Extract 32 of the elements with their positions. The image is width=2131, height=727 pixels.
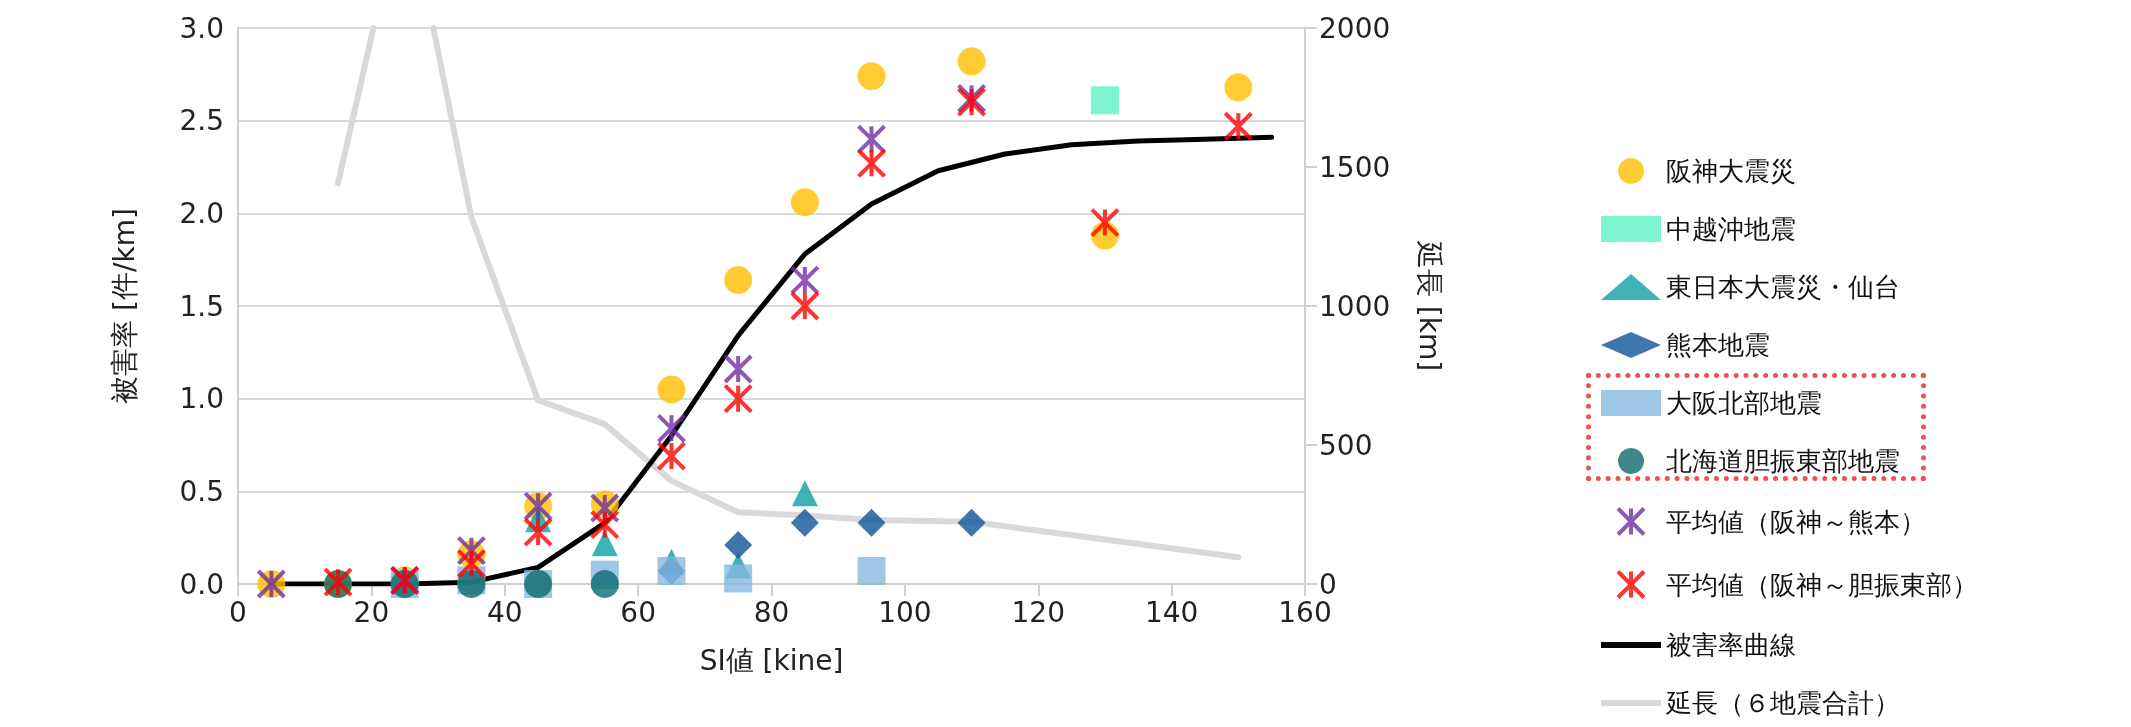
- x-tick-label: 20: [353, 595, 390, 629]
- x-tick-label: 40: [486, 595, 523, 629]
- y-tick-label: 2.5: [179, 104, 224, 138]
- y-tick-label: 0.5: [179, 474, 224, 508]
- y-tick-label: 0.0: [179, 567, 224, 601]
- x-tick-label: 60: [620, 595, 656, 629]
- legend-label: 平均値（阪神～熊本）: [1666, 506, 1926, 537]
- legend-label: 被害率曲線: [1666, 630, 1796, 660]
- legend-label: 阪神大震災: [1666, 156, 1796, 186]
- legend-label: 平均値（阪神～胆振東部）: [1666, 569, 1978, 600]
- x-tick-label: 140: [1144, 595, 1199, 629]
- x-axis-title: SI値 [kine]: [699, 643, 844, 677]
- y2-tick-label: 2000: [1319, 11, 1391, 45]
- legend-label: 熊本地震: [1666, 330, 1770, 360]
- x-tick-label: 80: [753, 595, 790, 629]
- legend-label: 北海道胆振東部地震: [1666, 446, 1900, 476]
- y-tick-label: 2.0: [179, 196, 224, 230]
- y2-tick-label: 500: [1319, 428, 1373, 462]
- y-tick-label: 3.0: [179, 11, 224, 45]
- y-tick-label: 1.5: [179, 289, 224, 323]
- y-tick-label: 1.0: [179, 382, 224, 416]
- legend-label: 延長（６地震合計）: [1665, 688, 1900, 718]
- legend-label: 大阪北部地震: [1666, 388, 1822, 418]
- legend-label: 中越沖地震: [1666, 214, 1796, 244]
- x-tick-label: 0: [229, 595, 247, 629]
- x-tick-label: 120: [1011, 595, 1065, 629]
- y2-tick-label: 1500: [1319, 150, 1391, 184]
- legend-label: 東日本大震災・仙台: [1666, 272, 1900, 302]
- y2-axis-title: 延長 [km]: [1412, 239, 1446, 372]
- y-axis-title: 被害率 [件/km]: [107, 208, 141, 404]
- x-tick-label: 100: [878, 595, 932, 629]
- y2-tick-label: 1000: [1319, 289, 1391, 323]
